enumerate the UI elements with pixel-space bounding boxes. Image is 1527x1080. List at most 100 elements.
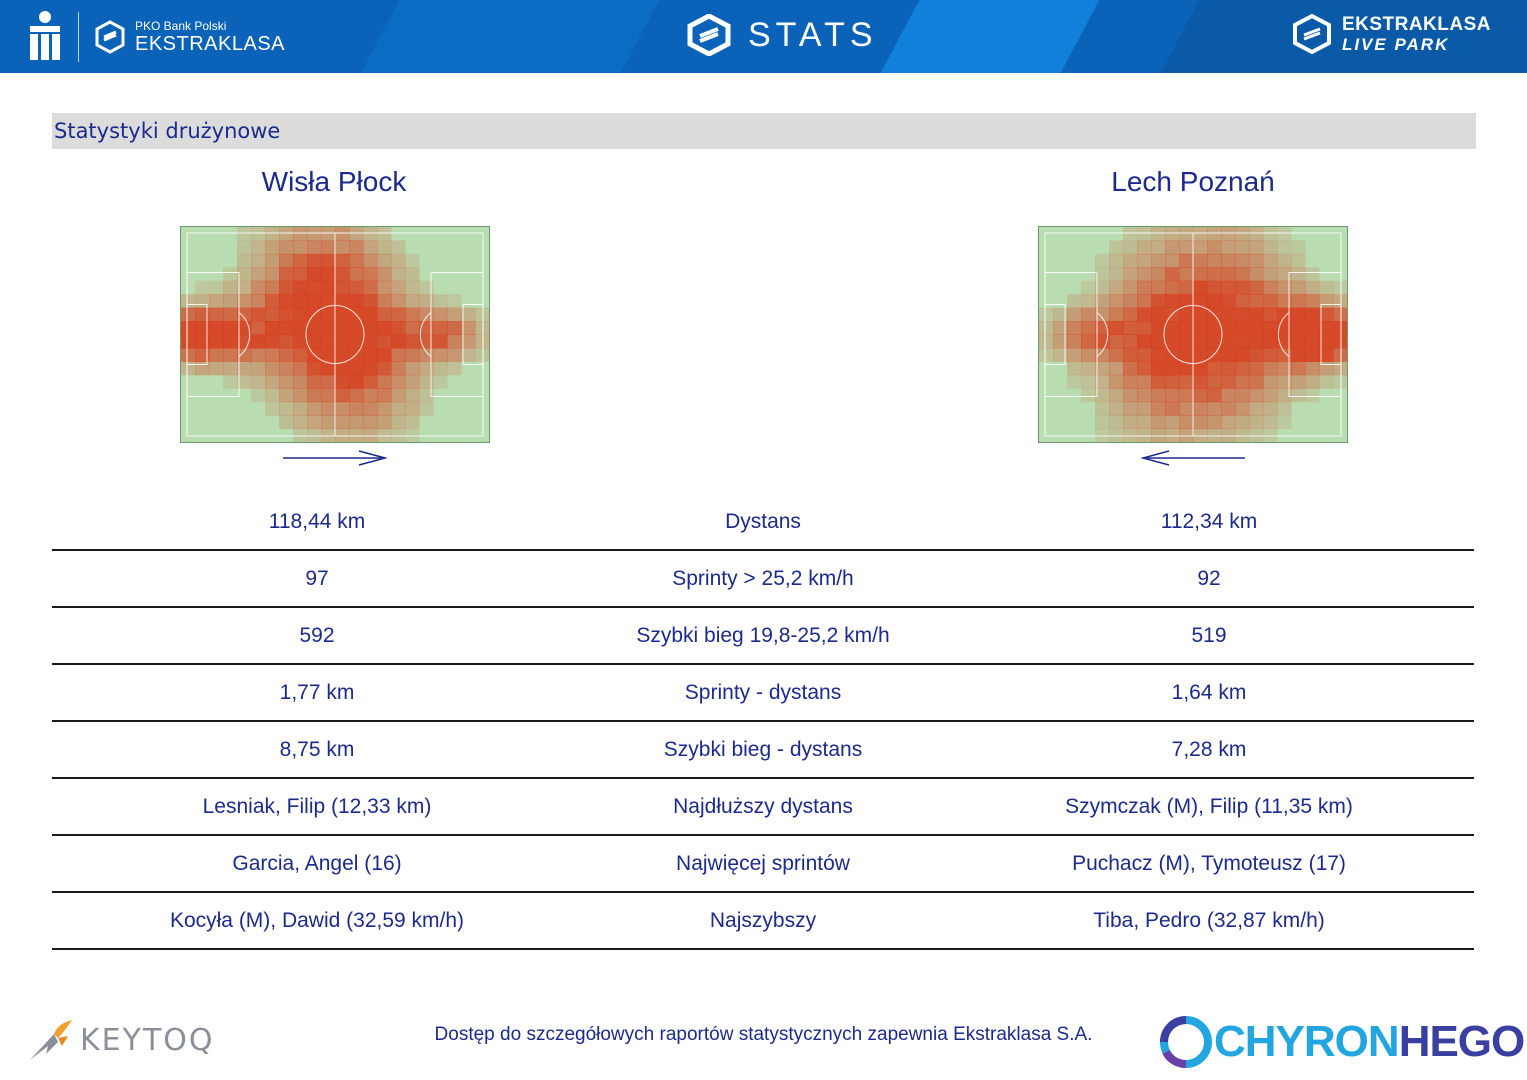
heat-cell [349,415,364,430]
heat-cell [1081,388,1096,403]
heat-cell [391,267,406,282]
heat-cell [1221,415,1236,430]
heat-cell [349,321,364,335]
live-park-label: LIVE PARK [1341,35,1450,54]
heat-cell [1305,361,1320,376]
stats-brand: STATS [686,14,878,56]
heat-cell [1179,321,1194,335]
heat-cell [335,267,350,282]
heat-cell [335,428,350,442]
heat-cell [349,361,364,376]
heat-cell [1333,347,1347,362]
heat-cell [391,415,406,430]
heat-cell [1235,280,1250,295]
heat-cell [1277,307,1292,322]
heat-cell [335,321,350,335]
heat-cell [349,334,364,349]
heat-cell [1235,334,1250,349]
heat-cell [1305,334,1320,349]
heat-cell [181,361,196,376]
heat-cell [237,267,252,282]
heat-cell [363,280,378,295]
heat-cell [1193,307,1208,322]
heat-cell [1333,294,1347,309]
heat-cell [391,240,406,255]
heat-cell [1137,280,1152,295]
heat-cell [1165,334,1180,349]
pko-ekstraklasa-brand: PKO Bank Polski EKSTRAKLASA [26,8,285,66]
heat-cell [1305,267,1320,282]
heat-cell [1319,334,1334,349]
ekstraklasa-live-icon [1292,14,1331,54]
heat-cell [195,307,210,322]
heat-cell [1235,321,1250,335]
heat-cell [1179,280,1194,295]
heat-cell [1123,253,1138,268]
heat-cell [391,280,406,295]
heat-cell [363,321,378,335]
heat-cell [1109,388,1124,403]
stat-label: Najdłuższy dystans [673,794,853,818]
heat-cell [419,307,434,322]
heat-cell [363,307,378,322]
heat-cell [1151,347,1166,362]
heat-cell [363,294,378,309]
heat-cell [307,388,322,403]
heat-cell [1137,240,1152,255]
heat-cell [475,307,489,322]
heat-cell [1221,361,1236,376]
heat-cell [251,280,266,295]
heat-cell [405,361,420,376]
heat-cell [1249,267,1264,282]
heat-cell [405,321,420,335]
hego-label: HEGO [1398,1017,1526,1066]
heat-cell [335,388,350,403]
heat-cell [1137,361,1152,376]
heat-cell [349,294,364,309]
heat-cell [377,361,392,376]
heat-cell [265,321,280,335]
heat-cell [1207,267,1222,282]
heat-cell [1221,227,1236,241]
heat-cell [251,267,266,282]
heat-cell [321,374,336,389]
heat-cell [1137,401,1152,416]
heat-cell [1095,388,1110,403]
heat-cell [1193,415,1208,430]
heat-cell [321,280,336,295]
heat-cell [1319,321,1334,335]
heat-cell [475,321,489,335]
heat-cell [1333,361,1347,376]
stat-label: Szybki bieg - dystans [663,737,863,761]
heat-cell [405,253,420,268]
heat-cell [1291,347,1306,362]
heat-cell [223,321,238,335]
heat-cell [1067,374,1082,389]
heat-cell [181,334,196,349]
heat-cell [1081,321,1096,335]
stat-row: 592 Szybki bieg 19,8-25,2 km/h 519 [52,608,1474,665]
away-heatmap-svg [1039,227,1347,442]
heat-cell [293,374,308,389]
heat-cell [1095,428,1110,442]
stat-row: Kocyła (M), Dawid (32,59 km/h) Najszybsz… [52,893,1474,950]
heat-cell [307,401,322,416]
heat-cell [307,253,322,268]
heat-cell [461,307,476,322]
heat-cell [1207,415,1222,430]
heat-cell [279,334,294,349]
heat-cell [1095,280,1110,295]
heat-cell [265,374,280,389]
heat-cell [307,428,322,442]
heat-cell [1165,267,1180,282]
stats-table: 118,44 km Dystans 112,34 km 97 Sprinty >… [52,494,1474,950]
heat-cell [1263,428,1278,442]
heat-cell [391,401,406,416]
heat-cell [293,294,308,309]
heat-cell [1235,401,1250,416]
heat-cell [251,294,266,309]
heat-cell [1165,374,1180,389]
heat-cell [405,267,420,282]
heat-cell [1193,374,1208,389]
heat-cell [1207,401,1222,416]
